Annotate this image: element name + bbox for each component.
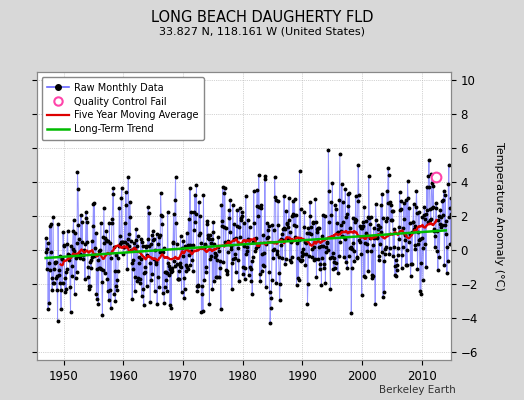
Y-axis label: Temperature Anomaly (°C): Temperature Anomaly (°C) bbox=[495, 142, 505, 290]
Legend: Raw Monthly Data, Quality Control Fail, Five Year Moving Average, Long-Term Tren: Raw Monthly Data, Quality Control Fail, … bbox=[41, 77, 204, 140]
Text: Berkeley Earth: Berkeley Earth bbox=[379, 385, 456, 395]
Text: 33.827 N, 118.161 W (United States): 33.827 N, 118.161 W (United States) bbox=[159, 26, 365, 36]
Text: LONG BEACH DAUGHERTY FLD: LONG BEACH DAUGHERTY FLD bbox=[151, 10, 373, 25]
